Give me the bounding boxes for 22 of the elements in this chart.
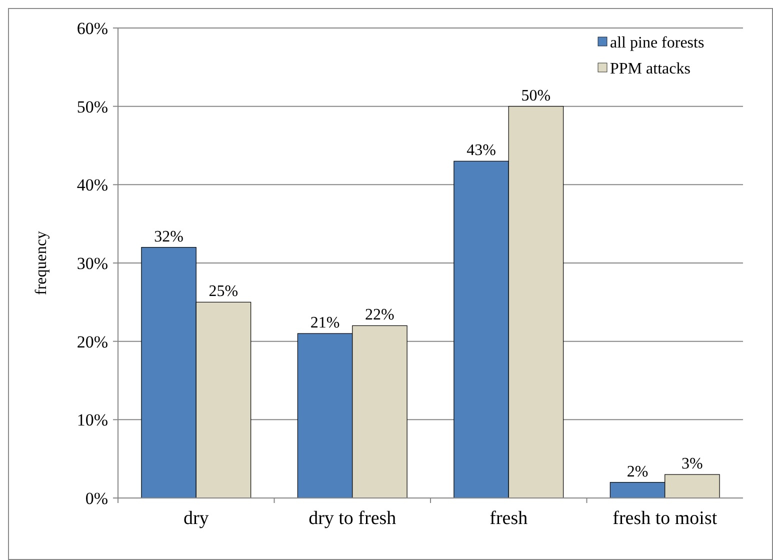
- x-tick-label: dry: [183, 508, 210, 529]
- y-axis-title: frequency: [33, 231, 50, 295]
- y-tick-label: 30%: [76, 254, 108, 273]
- data-label: 3%: [682, 456, 703, 472]
- y-tick-label: 0%: [85, 488, 108, 508]
- legend-label: all pine forests: [610, 34, 704, 52]
- y-tick-label: 20%: [76, 332, 108, 352]
- y-tick-label: 60%: [76, 18, 108, 38]
- data-label: 25%: [208, 283, 238, 300]
- data-label: 22%: [365, 306, 394, 324]
- x-tick-label: fresh to moist: [612, 508, 718, 529]
- x-tick-label: fresh: [490, 508, 528, 529]
- data-label: 43%: [466, 142, 496, 160]
- data-label: 2%: [626, 463, 648, 480]
- legend-label: PPM attacks: [610, 60, 690, 78]
- y-tick-label: 10%: [76, 410, 108, 430]
- y-tick-label: 50%: [76, 97, 108, 116]
- data-label: 50%: [521, 87, 551, 104]
- data-label: 21%: [310, 314, 340, 332]
- x-tick-label: dry to fresh: [308, 508, 397, 529]
- data-label: 32%: [154, 228, 184, 246]
- y-tick-label: 40%: [76, 176, 108, 195]
